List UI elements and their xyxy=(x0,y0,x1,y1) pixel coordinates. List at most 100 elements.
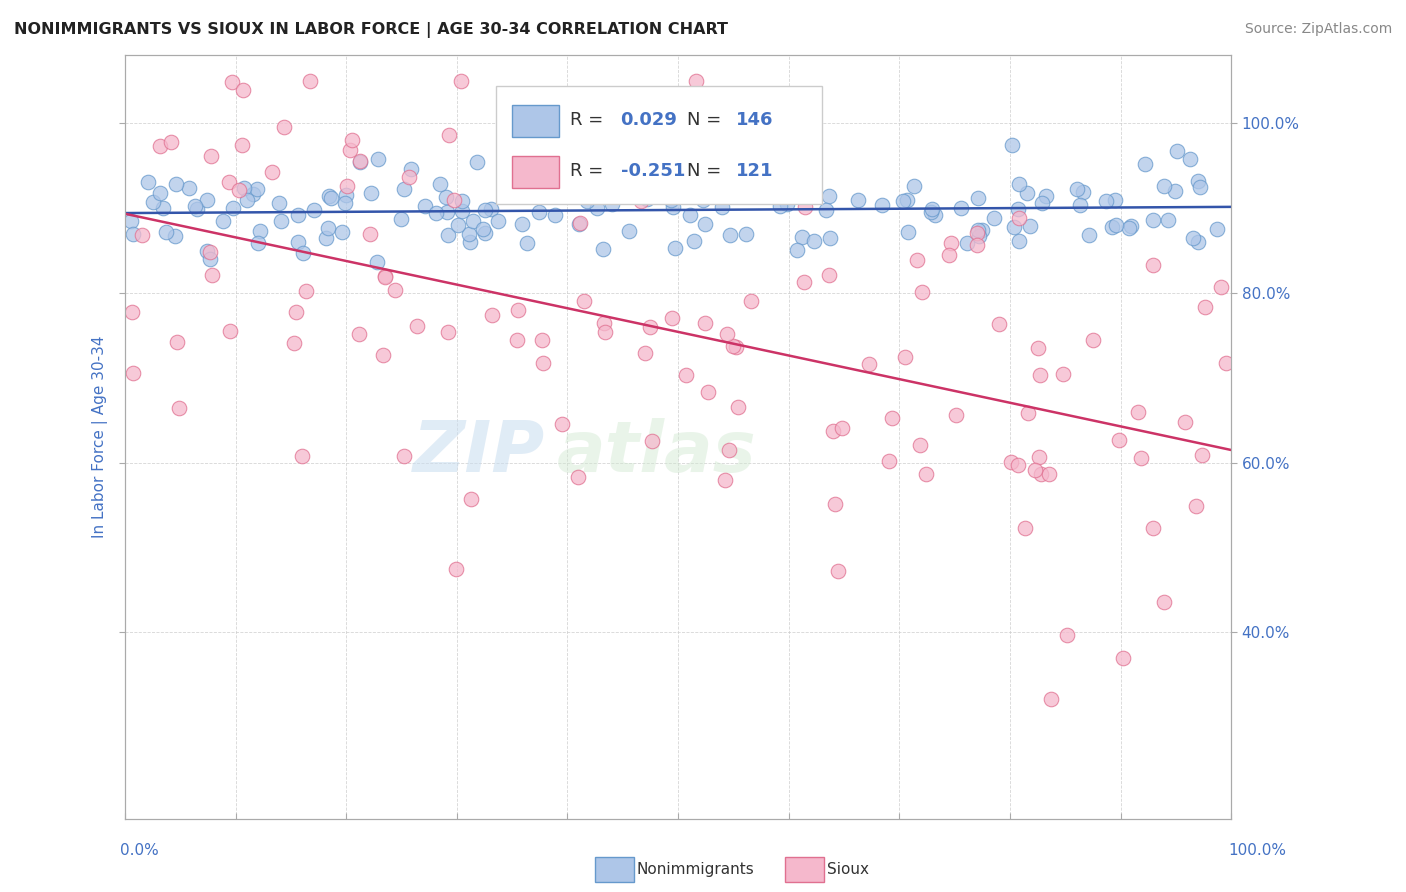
Point xyxy=(233,181,256,195)
Point xyxy=(713,473,735,487)
Point xyxy=(444,562,467,576)
Point xyxy=(1182,231,1205,245)
Point xyxy=(790,229,813,244)
Point xyxy=(1153,595,1175,609)
Point xyxy=(318,188,340,202)
Point xyxy=(1112,650,1135,665)
Point xyxy=(219,324,242,338)
Point xyxy=(1081,333,1104,347)
Point xyxy=(879,454,901,468)
Text: Nonimmigrants: Nonimmigrants xyxy=(637,863,755,877)
Point xyxy=(330,225,353,239)
Point xyxy=(481,308,503,322)
Point xyxy=(1142,213,1164,227)
Text: -0.251: -0.251 xyxy=(620,162,685,180)
Point xyxy=(679,208,702,222)
Point xyxy=(654,101,676,115)
Point xyxy=(231,138,253,153)
Point xyxy=(568,217,591,231)
Point xyxy=(413,198,436,212)
Point xyxy=(406,319,429,334)
Point xyxy=(1008,177,1031,191)
Point xyxy=(437,128,460,142)
Point xyxy=(905,252,928,267)
Point xyxy=(1008,211,1031,225)
Point xyxy=(335,187,357,202)
Point xyxy=(336,178,359,193)
Point xyxy=(823,424,845,438)
Point xyxy=(450,204,472,219)
Point xyxy=(586,201,609,215)
Point xyxy=(882,410,904,425)
Point xyxy=(222,201,245,215)
Point xyxy=(152,202,174,216)
Point xyxy=(1142,521,1164,535)
Text: ZIP: ZIP xyxy=(413,417,546,487)
Point xyxy=(870,198,893,212)
Point xyxy=(197,193,219,207)
FancyBboxPatch shape xyxy=(495,86,823,204)
Point xyxy=(664,241,686,255)
Point xyxy=(321,191,343,205)
Point xyxy=(1028,450,1050,465)
Point xyxy=(149,139,172,153)
Point xyxy=(1078,228,1101,243)
Point xyxy=(371,348,394,362)
Point xyxy=(479,202,502,217)
Point xyxy=(1104,193,1126,207)
Point xyxy=(696,385,718,400)
Point xyxy=(292,245,315,260)
Point xyxy=(333,195,356,210)
Point xyxy=(287,235,309,250)
Point xyxy=(803,234,825,248)
Point xyxy=(429,177,451,191)
Point xyxy=(315,231,337,245)
Point xyxy=(285,305,308,319)
Point xyxy=(1153,179,1175,194)
Point xyxy=(1191,449,1213,463)
Point xyxy=(903,178,925,193)
Point xyxy=(242,187,264,202)
Point xyxy=(966,191,988,205)
Point xyxy=(155,225,177,239)
Text: 100.0%: 100.0% xyxy=(1229,843,1286,858)
Point xyxy=(531,333,554,347)
Point xyxy=(291,449,314,463)
Point xyxy=(316,220,339,235)
Point xyxy=(1008,235,1031,249)
Point xyxy=(516,235,538,250)
Point xyxy=(460,492,482,507)
Point xyxy=(569,216,592,230)
Point xyxy=(1035,189,1057,203)
Point xyxy=(636,192,658,206)
Point xyxy=(1002,220,1025,235)
FancyBboxPatch shape xyxy=(512,156,558,188)
Point xyxy=(121,227,143,242)
Point xyxy=(921,202,943,217)
Point xyxy=(398,170,420,185)
Text: R =: R = xyxy=(569,162,609,180)
Point xyxy=(1119,219,1142,234)
Point xyxy=(471,222,494,236)
Point xyxy=(1095,194,1118,208)
Point xyxy=(1215,356,1237,370)
Point xyxy=(235,193,257,207)
Point xyxy=(1018,219,1040,233)
Point xyxy=(461,214,484,228)
Text: N =: N = xyxy=(688,162,727,180)
Point xyxy=(572,293,595,308)
Point xyxy=(661,200,683,214)
Point xyxy=(509,186,531,201)
Text: R =: R = xyxy=(569,112,609,129)
Point xyxy=(1000,455,1022,469)
Point xyxy=(458,235,481,249)
Point xyxy=(896,193,918,207)
Point xyxy=(967,223,990,237)
Point xyxy=(659,193,682,207)
Point xyxy=(775,185,797,199)
Text: atlas: atlas xyxy=(557,417,756,487)
Point xyxy=(638,319,661,334)
Point xyxy=(1007,202,1029,216)
Point xyxy=(1188,180,1211,194)
Point xyxy=(693,317,716,331)
